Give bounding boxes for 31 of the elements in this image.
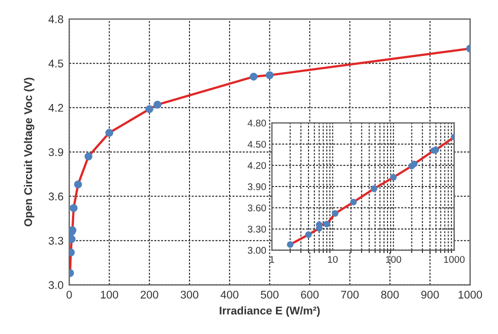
y-tick-label: 3.60: [248, 204, 266, 212]
x-tick-label: 600: [301, 290, 319, 299]
y-tick-label: 4.8: [48, 15, 64, 24]
x-tick-label: 900: [421, 290, 439, 299]
y-tick-label: 4.80: [248, 120, 266, 127]
x-tick-label: 400: [220, 290, 238, 299]
y-tick-label: 4.20: [248, 162, 266, 169]
x-tick-label: 1000: [458, 290, 482, 299]
x-tick-label: 800: [381, 290, 399, 299]
x-tick-label: 200: [140, 290, 158, 299]
y-tick-label: 4.5: [48, 60, 64, 68]
y-tick-label: 3.30: [248, 226, 266, 233]
x-tick-label: 300: [180, 290, 198, 299]
x-tick-label: 1: [270, 256, 274, 263]
x-tick-label: 100: [100, 290, 118, 299]
y-tick-label: 3.0: [48, 281, 64, 290]
y-tick-label: 3.00: [248, 246, 266, 254]
x-tick-label: 500: [260, 290, 279, 299]
y-axis-title: Open Circuit Voltage Voc (V): [24, 78, 34, 226]
x-tick-label: 10: [328, 256, 338, 263]
y-tick-label: 4.2: [48, 104, 64, 112]
y-tick-label: 4.50: [248, 140, 266, 148]
x-tick-label: 0: [66, 290, 72, 299]
x-tick-label: 100: [386, 256, 402, 263]
x-tick-label: 700: [341, 290, 359, 299]
x-tick-label: 1000: [444, 256, 465, 263]
y-tick-label: 3.90: [248, 183, 266, 190]
x-axis-title: Irradiance E (W/m²): [220, 306, 320, 317]
y-tick-label: 3.3: [48, 236, 64, 245]
y-tick-label: 3.6: [48, 192, 64, 200]
y-tick-label: 3.9: [48, 148, 64, 156]
